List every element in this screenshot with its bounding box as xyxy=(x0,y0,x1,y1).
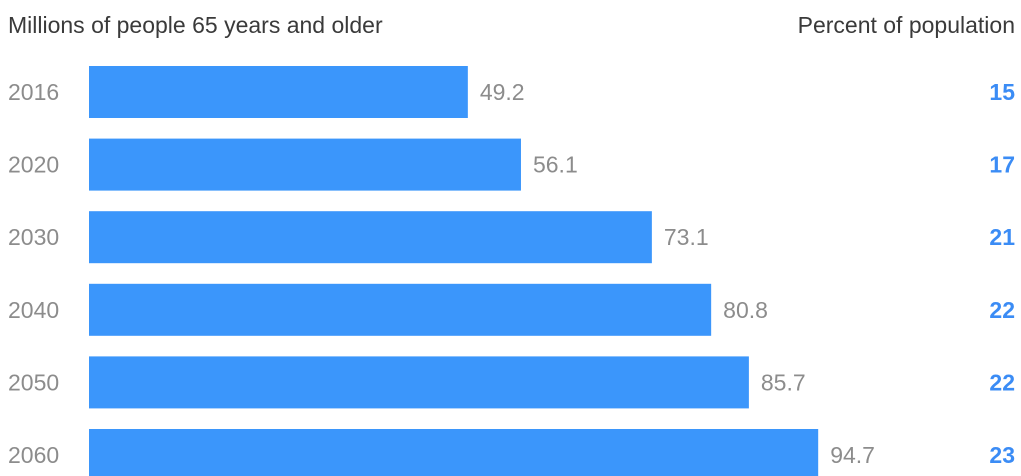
right-column-header: Percent of population xyxy=(797,12,1015,38)
percent-label-2030: 21 xyxy=(989,224,1015,250)
bar-2016 xyxy=(89,66,468,118)
percent-label-2060: 23 xyxy=(989,442,1015,468)
value-label-2050: 85.7 xyxy=(761,369,806,395)
value-label-2016: 49.2 xyxy=(480,79,525,105)
value-label-2060: 94.7 xyxy=(830,442,875,468)
percent-label-2020: 17 xyxy=(989,152,1015,178)
year-label-2016: 2016 xyxy=(8,79,59,105)
percent-label-2040: 22 xyxy=(989,297,1015,323)
bar-2050 xyxy=(89,356,749,409)
year-label-2030: 2030 xyxy=(8,224,59,250)
percent-label-2050: 22 xyxy=(989,369,1015,395)
left-column-header: Millions of people 65 years and older xyxy=(8,12,383,38)
bar-2030 xyxy=(89,211,652,264)
year-label-2050: 2050 xyxy=(8,369,59,395)
year-label-2020: 2020 xyxy=(8,152,59,178)
value-label-2030: 73.1 xyxy=(664,224,709,250)
bar-2040 xyxy=(89,283,712,336)
bar-2060 xyxy=(89,429,819,476)
year-label-2060: 2060 xyxy=(8,442,59,468)
year-label-2040: 2040 xyxy=(8,297,59,323)
bar-2020 xyxy=(89,138,521,191)
percent-label-2016: 15 xyxy=(989,79,1015,105)
value-label-2040: 80.8 xyxy=(723,297,768,323)
value-label-2020: 56.1 xyxy=(533,152,578,178)
